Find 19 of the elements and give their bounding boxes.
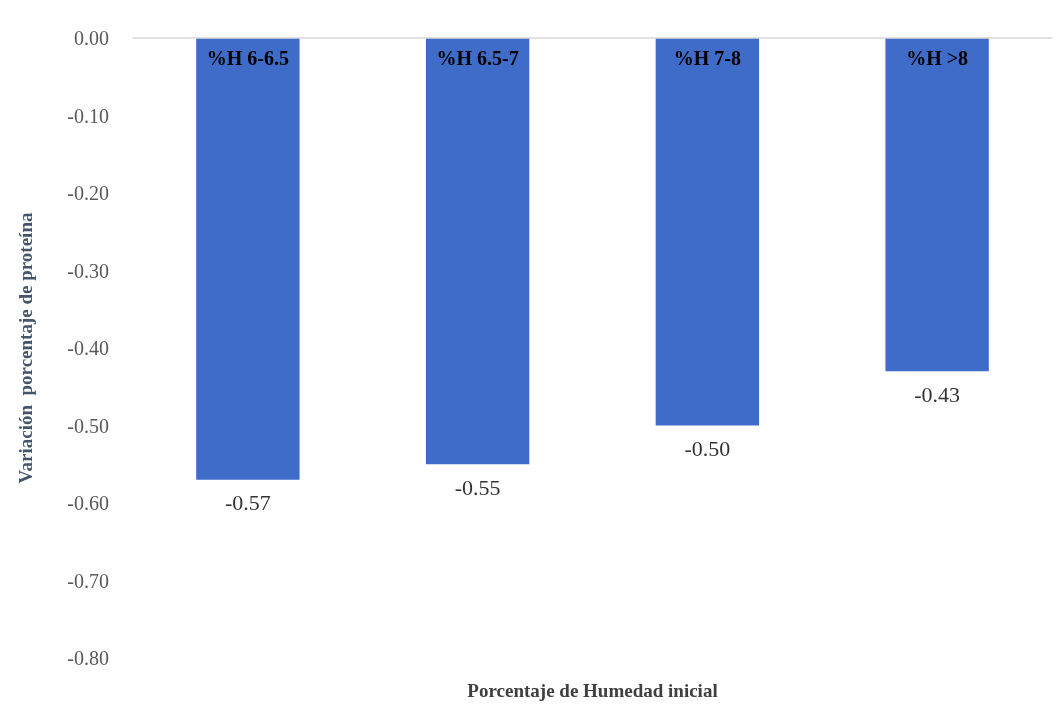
x-tick-label: %H 6-6.5 bbox=[206, 47, 289, 69]
data-label: -0.57 bbox=[224, 490, 271, 516]
x-axis-title: Porcentaje de Humedad inicial bbox=[467, 680, 718, 701]
data-label: -0.55 bbox=[454, 474, 501, 500]
y-tick-label: -0.70 bbox=[67, 569, 109, 592]
y-tick-label: -0.20 bbox=[67, 182, 109, 204]
x-tick-label: %H 6.5-7 bbox=[436, 47, 519, 69]
y-tick-label: 0.00 bbox=[74, 27, 109, 49]
y-tick-label: -0.80 bbox=[67, 647, 109, 669]
y-tick-label: -0.30 bbox=[67, 259, 109, 282]
x-tick-label: %H >8 bbox=[906, 47, 969, 69]
y-axis-title: Variación porcentaje de proteína bbox=[15, 212, 36, 484]
y-tick-label: -0.10 bbox=[67, 104, 109, 127]
y-tick-label: -0.40 bbox=[67, 337, 109, 359]
x-tick-label: %H 7-8 bbox=[673, 47, 741, 69]
data-label: -0.43 bbox=[914, 381, 961, 407]
y-tick-label: -0.60 bbox=[67, 492, 109, 514]
data-label: -0.50 bbox=[684, 436, 731, 461]
y-tick-label: -0.50 bbox=[67, 414, 109, 437]
